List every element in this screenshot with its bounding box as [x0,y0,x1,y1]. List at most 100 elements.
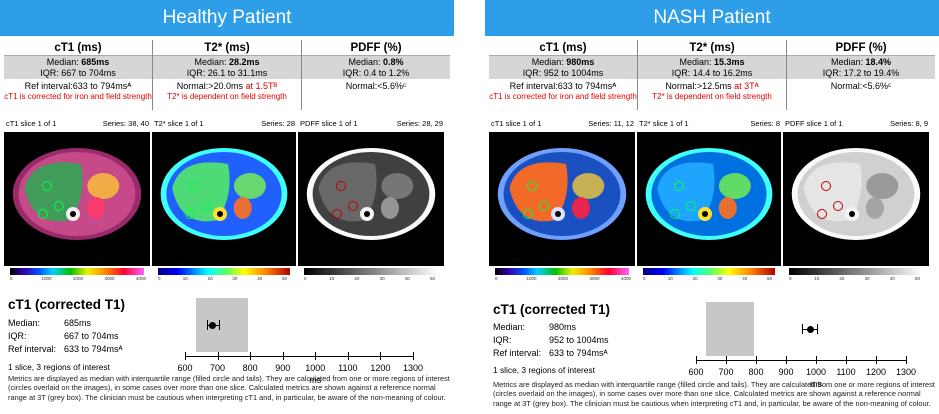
colorbar-tick-label: 30 [379,276,385,281]
ct1-stat-row: Ref interval: 633 to 794msᴬ [493,347,609,360]
metrics-table: cT1 (ms) Median: 980ms IQR: 952 to 1004ms R… [489,40,935,110]
colorbar-tick-label: 2000 [73,276,84,281]
x-axis-tick [413,352,414,360]
ct1-stat-value: 633 to 794msᴬ [549,348,608,358]
t2star-caveat-note: T2* is dependent on field strength [652,91,772,101]
colorbar-tick-label: 30 [864,276,870,281]
pdff-series-number: Series: 28, 29 [396,119,443,128]
reference-range-box [705,302,755,356]
iqr-whisker-cap [218,320,220,330]
ct1-stat-value: 980ms [549,322,577,332]
t2star-median-line: Median: 28.2ms [153,57,301,68]
x-axis-tick [876,356,877,364]
colorbar-tick-label: 40 [404,276,410,281]
nash-patient-panel: NASH Patient cT1 (ms) Median: 980ms IQR: 95… [485,0,939,414]
ct1-colorbar [495,268,629,275]
ct1-metric-column: cT1 (ms) Median: 980ms IQR: 952 to 1004ms R… [489,40,637,102]
colorbar-tick-label: 0 [789,276,792,281]
ct1-colorbar [10,268,144,275]
pdff-metric-title: PDFF (%) [302,40,450,56]
median-marker [209,321,217,329]
t2star-summary-block: Median: 15.3ms IQR: 14.4 to 16.2ms [638,56,786,79]
t2star-slice-label: T2* slice 1 of 1 Series: 8 [639,119,783,129]
pdff-colorbar-ticks: 0 10 20 30 40 50 [789,276,923,283]
pdff-slice-text: PDFF slice 1 of 1 [785,119,843,128]
pdff-series-number: Series: 8, 9 [890,119,928,128]
t2star-series-number: Series: 8 [750,119,780,128]
column-divider [786,40,787,110]
x-axis-tick-label: 600 [688,367,704,377]
colorbar-tick-label: 30 [717,276,723,281]
ct1-stat-row: IQR: 952 to 1004ms [493,334,609,347]
reference-range-box [195,298,249,352]
pdff-colorbar [304,268,438,275]
ct1-median-line: Median: 980ms [489,57,637,68]
ct1-stat-value: 952 to 1004ms [549,335,609,345]
metrics-table: cT1 (ms) Median: 685ms IQR: 667 to 704ms Re… [4,40,450,110]
ct1-reference: Ref interval:633 to 794msᴬ [24,81,132,91]
pdff-colorbar [789,268,923,275]
pdff-iqr: IQR: 0.4 to 1.2% [342,67,410,78]
ct1-summary-block: Median: 980ms IQR: 952 to 1004ms [489,56,637,79]
ct1-stat-value: 685ms [64,318,92,328]
pdff-reference: Normal:<5.6%ᶜ [830,81,892,91]
ct1-range-plot: 600 700 800 900 1000 1100 1200 1300 ms [177,298,423,385]
t2star-summary-block: Median: 28.2ms IQR: 26.1 to 31.1ms [153,56,301,79]
t2star-colorbar-ticks: 0 10 20 30 40 50 [158,276,290,283]
colorbar-tick-label: 4000 [621,276,632,281]
t2star-slice-label: T2* slice 1 of 1 Series: 28 [154,119,298,129]
colorbar-tick-label: 0 [643,276,646,281]
ct1-scan-graphic [489,132,635,266]
ct1-stats-list: Median: 685ms IQR: 667 to 704ms Ref interval… [8,317,123,356]
pdff-colorbar-ticks: 0 10 20 30 40 50 [304,276,438,283]
t2star-iqr: IQR: 14.4 to 16.2ms [671,67,753,78]
t2star-slice-text: T2* slice 1 of 1 [639,119,689,128]
colorbar-tick-label: 0 [10,276,13,281]
t2star-series-number: Series: 28 [261,119,295,128]
x-axis-tick [696,356,697,364]
colorbar-tick-label: 10 [814,276,820,281]
ct1-slice-text: cT1 slice 1 of 1 [491,119,542,128]
ct1-summary-title: cT1 (corrected T1) [493,302,611,317]
ct1-mri-image [4,132,150,266]
colorbar-tick-label: 2000 [558,276,569,281]
pdff-metric-title: PDFF (%) [787,40,935,56]
roi-note: 1 slice, 3 regions of interest [8,362,110,372]
colorbar-tick-label: 40 [257,276,263,281]
t2star-median-label: Median: [679,57,714,67]
x-axis-tick-label: 1000 [805,367,827,377]
x-axis-tick-label: 1200 [370,363,391,373]
colorbar-tick-label: 3000 [104,276,115,281]
x-axis-tick [756,356,757,364]
colorbar-tick-label: 10 [182,276,188,281]
ct1-stat-value: 667 to 704ms [64,331,119,341]
colorbar-tick-label: 1000 [41,276,52,281]
t2star-median-line: Median: 15.3ms [638,57,786,68]
pdff-mri-image [783,132,929,266]
pdff-metric-column: PDFF (%) Median: 0.8% IQR: 0.4 to 1.2% Norm… [302,40,450,92]
colorbar-tick-label: 30 [232,276,238,281]
t2star-reference: Normal:>12.5ms at 3Tᴬ [638,79,786,92]
methodology-footnote: Metrics are displayed as median with int… [493,380,935,408]
ct1-caveat-note: cT1 is corrected for iron and field stre… [489,91,637,101]
ct1-slice-label: cT1 slice 1 of 1 Series: 11, 12 [491,119,637,129]
pdff-summary-block: Median: 0.8% IQR: 0.4 to 1.2% [302,56,450,79]
t2star-slice-text: T2* slice 1 of 1 [154,119,204,128]
pdff-median-label: Median: [830,57,866,67]
t2star-reference-range: Normal:>12.5ms [665,81,735,91]
column-divider [301,40,302,110]
colorbar-tick-label: 50 [282,276,288,281]
t2star-mri-image [637,132,781,266]
t2star-metric-title: T2* (ms) [153,40,301,56]
ct1-colorbar-ticks: 0 1000 2000 3000 4000 [10,276,146,283]
ct1-stat-row: Median: 980ms [493,321,609,334]
column-divider [637,40,638,110]
ct1-stat-key: Ref interval: [493,348,542,358]
t2star-metric-column: T2* (ms) Median: 15.3ms IQR: 14.4 to 16.2m… [638,40,786,102]
ct1-median-line: Median: 685ms [4,57,152,68]
report-sheet: cT1 (ms) Median: 685ms IQR: 667 to 704ms Re… [4,40,450,414]
ct1-range-plot: 600 700 800 900 1000 1100 1200 1300 ms [688,302,916,389]
median-marker [806,325,814,333]
x-axis-line [185,356,413,357]
ct1-metric-column: cT1 (ms) Median: 685ms IQR: 667 to 704ms Re… [4,40,152,102]
